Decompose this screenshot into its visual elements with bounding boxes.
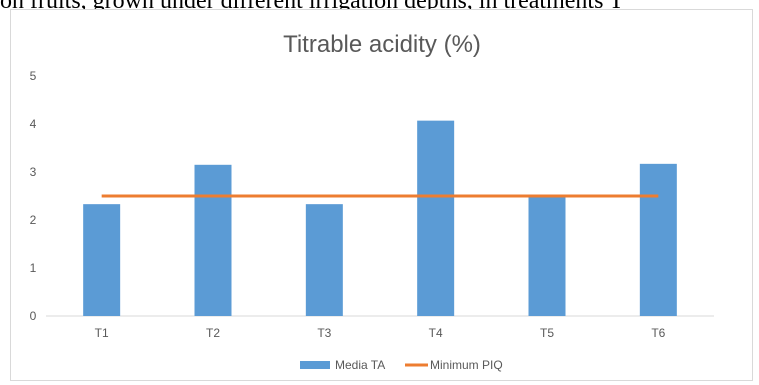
x-tick-label: T4 [429, 326, 443, 340]
bar-series [83, 120, 677, 316]
x-tick-label: T2 [206, 326, 220, 340]
x-tick-label: T5 [540, 326, 554, 340]
legend-label-minimum-piq: Minimum PIQ [430, 358, 503, 372]
bar-media-ta [305, 204, 343, 316]
legend: Media TA Minimum PIQ [300, 358, 503, 372]
bar-media-ta [639, 163, 677, 316]
chart-title: Titrable acidity (%) [283, 31, 481, 58]
bar-media-ta [528, 196, 566, 316]
x-tick-label: T3 [317, 326, 331, 340]
bar-media-ta [83, 204, 121, 316]
y-axis-ticks: 0 1 2 3 4 5 [30, 69, 37, 323]
y-tick-label: 2 [30, 213, 37, 227]
legend-label-media-ta: Media TA [335, 358, 385, 372]
y-tick-label: 3 [30, 165, 37, 179]
y-tick-label: 1 [30, 261, 37, 275]
legend-swatch-media-ta [300, 361, 330, 369]
x-axis-ticks: T1 T2 T3 T4 T5 T6 [95, 326, 666, 340]
y-tick-label: 5 [30, 69, 37, 83]
bar-media-ta [194, 164, 232, 316]
x-tick-label: T6 [651, 326, 665, 340]
x-tick-label: T1 [95, 326, 109, 340]
y-tick-label: 0 [30, 309, 37, 323]
y-tick-label: 4 [30, 117, 37, 131]
bar-media-ta [417, 120, 455, 316]
